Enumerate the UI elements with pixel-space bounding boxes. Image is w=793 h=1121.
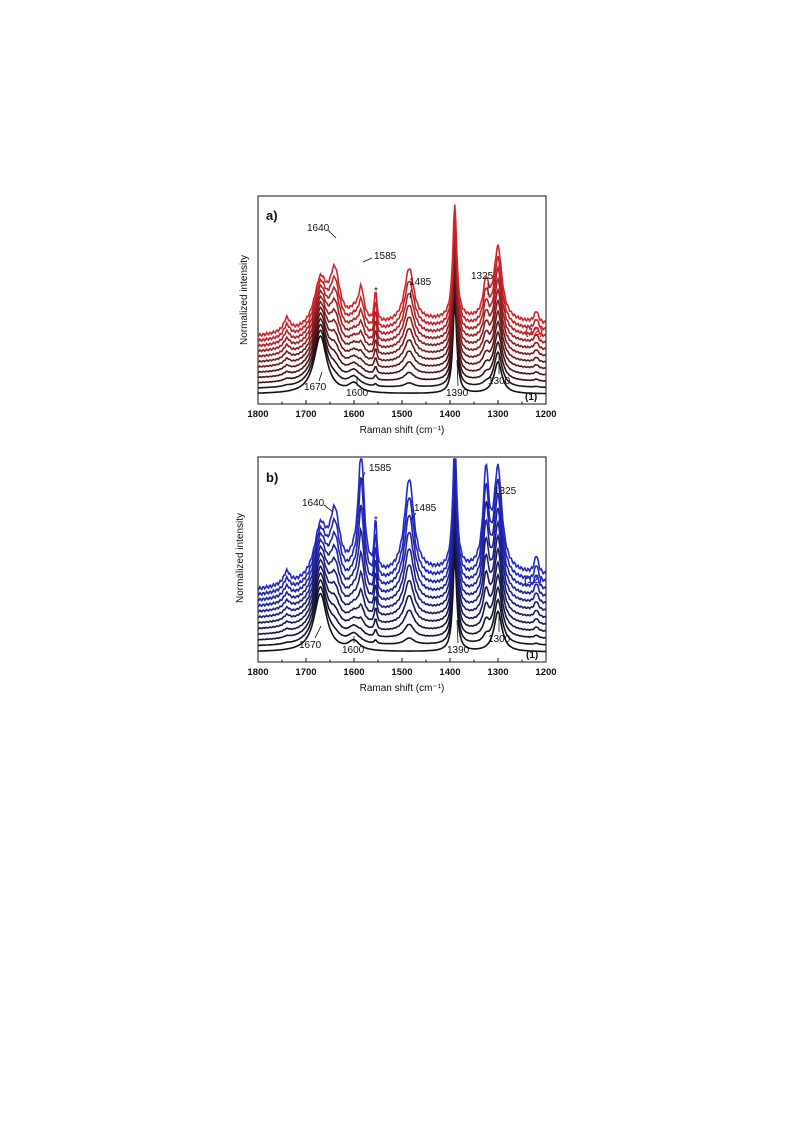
panel-a-annot-1600: 1600 — [346, 388, 369, 399]
panel-a-leader-1670 — [318, 371, 323, 382]
panel-b-annot-1325: 1325 — [494, 486, 517, 497]
panel-a-series-line — [257, 268, 547, 374]
panel-b-x-tick-label: 1500 — [391, 667, 412, 678]
panel-a-xlabel: Raman shift (cm⁻¹) — [360, 425, 445, 436]
panel-a-series-line — [257, 241, 547, 358]
panel-b-annot-1300: 1300 — [488, 634, 511, 645]
panel-a-x-tick-label: 1300 — [487, 409, 508, 420]
panel-a-x-tick-label: 1400 — [439, 409, 460, 420]
panel-a-first-series-label: (1) — [525, 392, 537, 403]
panel-a-annot-1390: 1390 — [446, 388, 469, 399]
panel-b-leader-1485 — [410, 512, 417, 521]
panel-a-leader-1640 — [327, 229, 337, 239]
panel-b-annot-1600: 1600 — [342, 645, 365, 656]
panel-b-chart: 1800 1700 1600 1500 1400 1300 1200 b) Raman sh… — [235, 456, 557, 694]
panel-b-series-line — [257, 537, 547, 641]
panel-b-series-line — [257, 557, 547, 653]
panel-b-leader-1585 — [361, 471, 366, 481]
panel-b-x-tick-label: 1400 — [439, 667, 460, 678]
panel-b-xlabel: Raman shift (cm⁻¹) — [360, 683, 445, 694]
panel-b-x-tick-label: 1200 — [535, 667, 556, 678]
panel-a-x-tick-label: 1700 — [295, 409, 316, 420]
panel-b-x-tick-label: 1300 — [487, 667, 508, 678]
panel-b-leader-1325 — [485, 500, 490, 510]
panel-a-leader-1390 — [456, 359, 459, 387]
panel-b-leader-1670 — [314, 625, 322, 639]
panel-a-ylabel: Normalized intensity — [239, 255, 250, 345]
panel-a-series-line — [257, 232, 547, 353]
panel-a-leader-1485 — [409, 289, 412, 299]
panel-b-series-line — [257, 472, 547, 608]
panel-a-leader-1585 — [362, 257, 373, 263]
panel-b-series-line — [257, 526, 547, 636]
panel-b-x-tick-label: 1700 — [295, 667, 316, 678]
panel-b-series-line — [257, 505, 547, 624]
panel-b-label: b) — [266, 470, 278, 485]
panel-b-leader-1640 — [323, 504, 334, 513]
panel-a-x-tick-label: 1500 — [391, 409, 412, 420]
panel-b-series-line — [257, 461, 547, 602]
panel-a-annot-1325: 1325 — [471, 271, 494, 282]
panel-b-annot-1670: 1670 — [299, 640, 322, 651]
panel-a-series-line — [257, 204, 547, 338]
panel-b-series-line — [257, 515, 547, 630]
panel-b-x-tick-label: 1600 — [343, 667, 364, 678]
panel-a-annot-star: * — [374, 286, 378, 297]
panel-b-series-line — [257, 547, 547, 647]
panel-a-series-line — [257, 303, 546, 395]
panel-a-chart: 1800 1700 1600 1500 1400 1300 1200 a) Raman sh… — [239, 195, 557, 436]
panel-a-x-tick-label: 1800 — [247, 409, 268, 420]
panel-a-series-line — [257, 250, 547, 363]
panel-b-ylabel: Normalized intensity — [235, 513, 246, 603]
panel-b-x-ticks: 1800 1700 1600 1500 1400 1300 1200 — [247, 658, 557, 678]
panel-a-series-line — [257, 259, 547, 369]
panel-b-series-line — [257, 458, 547, 597]
panel-a-annot-1585: 1585 — [374, 251, 397, 262]
panel-a-series-line — [257, 294, 547, 389]
panel-b-series-line — [257, 494, 547, 619]
panel-a-series-line — [257, 222, 547, 348]
panel-a-x-tick-label: 1600 — [343, 409, 364, 420]
panel-a-label: a) — [266, 208, 278, 223]
panel-b-annot-1485: 1485 — [414, 503, 437, 514]
panel-b-annot-star: * — [374, 515, 378, 526]
panel-b-first-series-label: (1) — [526, 650, 538, 661]
panel-a-annot-1670: 1670 — [304, 382, 327, 393]
panel-b-annot-1585: 1585 — [369, 463, 392, 474]
panel-a-annot-1640: 1640 — [307, 223, 330, 234]
panel-b-series-line — [257, 458, 547, 591]
panel-b-leader-1390 — [456, 619, 459, 644]
panel-b-series-line — [257, 483, 547, 613]
panel-a-series-line — [257, 277, 547, 379]
panel-b-x-tick-label: 1800 — [247, 667, 268, 678]
panel-b-annot-1390: 1390 — [447, 645, 470, 656]
panel-a-last-series-label: (12) — [525, 327, 543, 338]
panel-a-annot-1300: 1300 — [488, 376, 511, 387]
panel-a-series-group — [257, 204, 547, 395]
panel-a-x-ticks: 1800 1700 1600 1500 1400 1300 1200 — [247, 400, 557, 420]
panel-a-x-tick-label: 1200 — [535, 409, 556, 420]
panel-a-series-line — [257, 285, 547, 384]
panel-b-series-group — [257, 458, 547, 653]
panel-b-last-series-label: (12) — [524, 575, 542, 586]
panel-b-annot-1640: 1640 — [302, 498, 325, 509]
panel-a-annot-1485: 1485 — [409, 277, 432, 288]
panel-a-series-line — [257, 213, 547, 343]
